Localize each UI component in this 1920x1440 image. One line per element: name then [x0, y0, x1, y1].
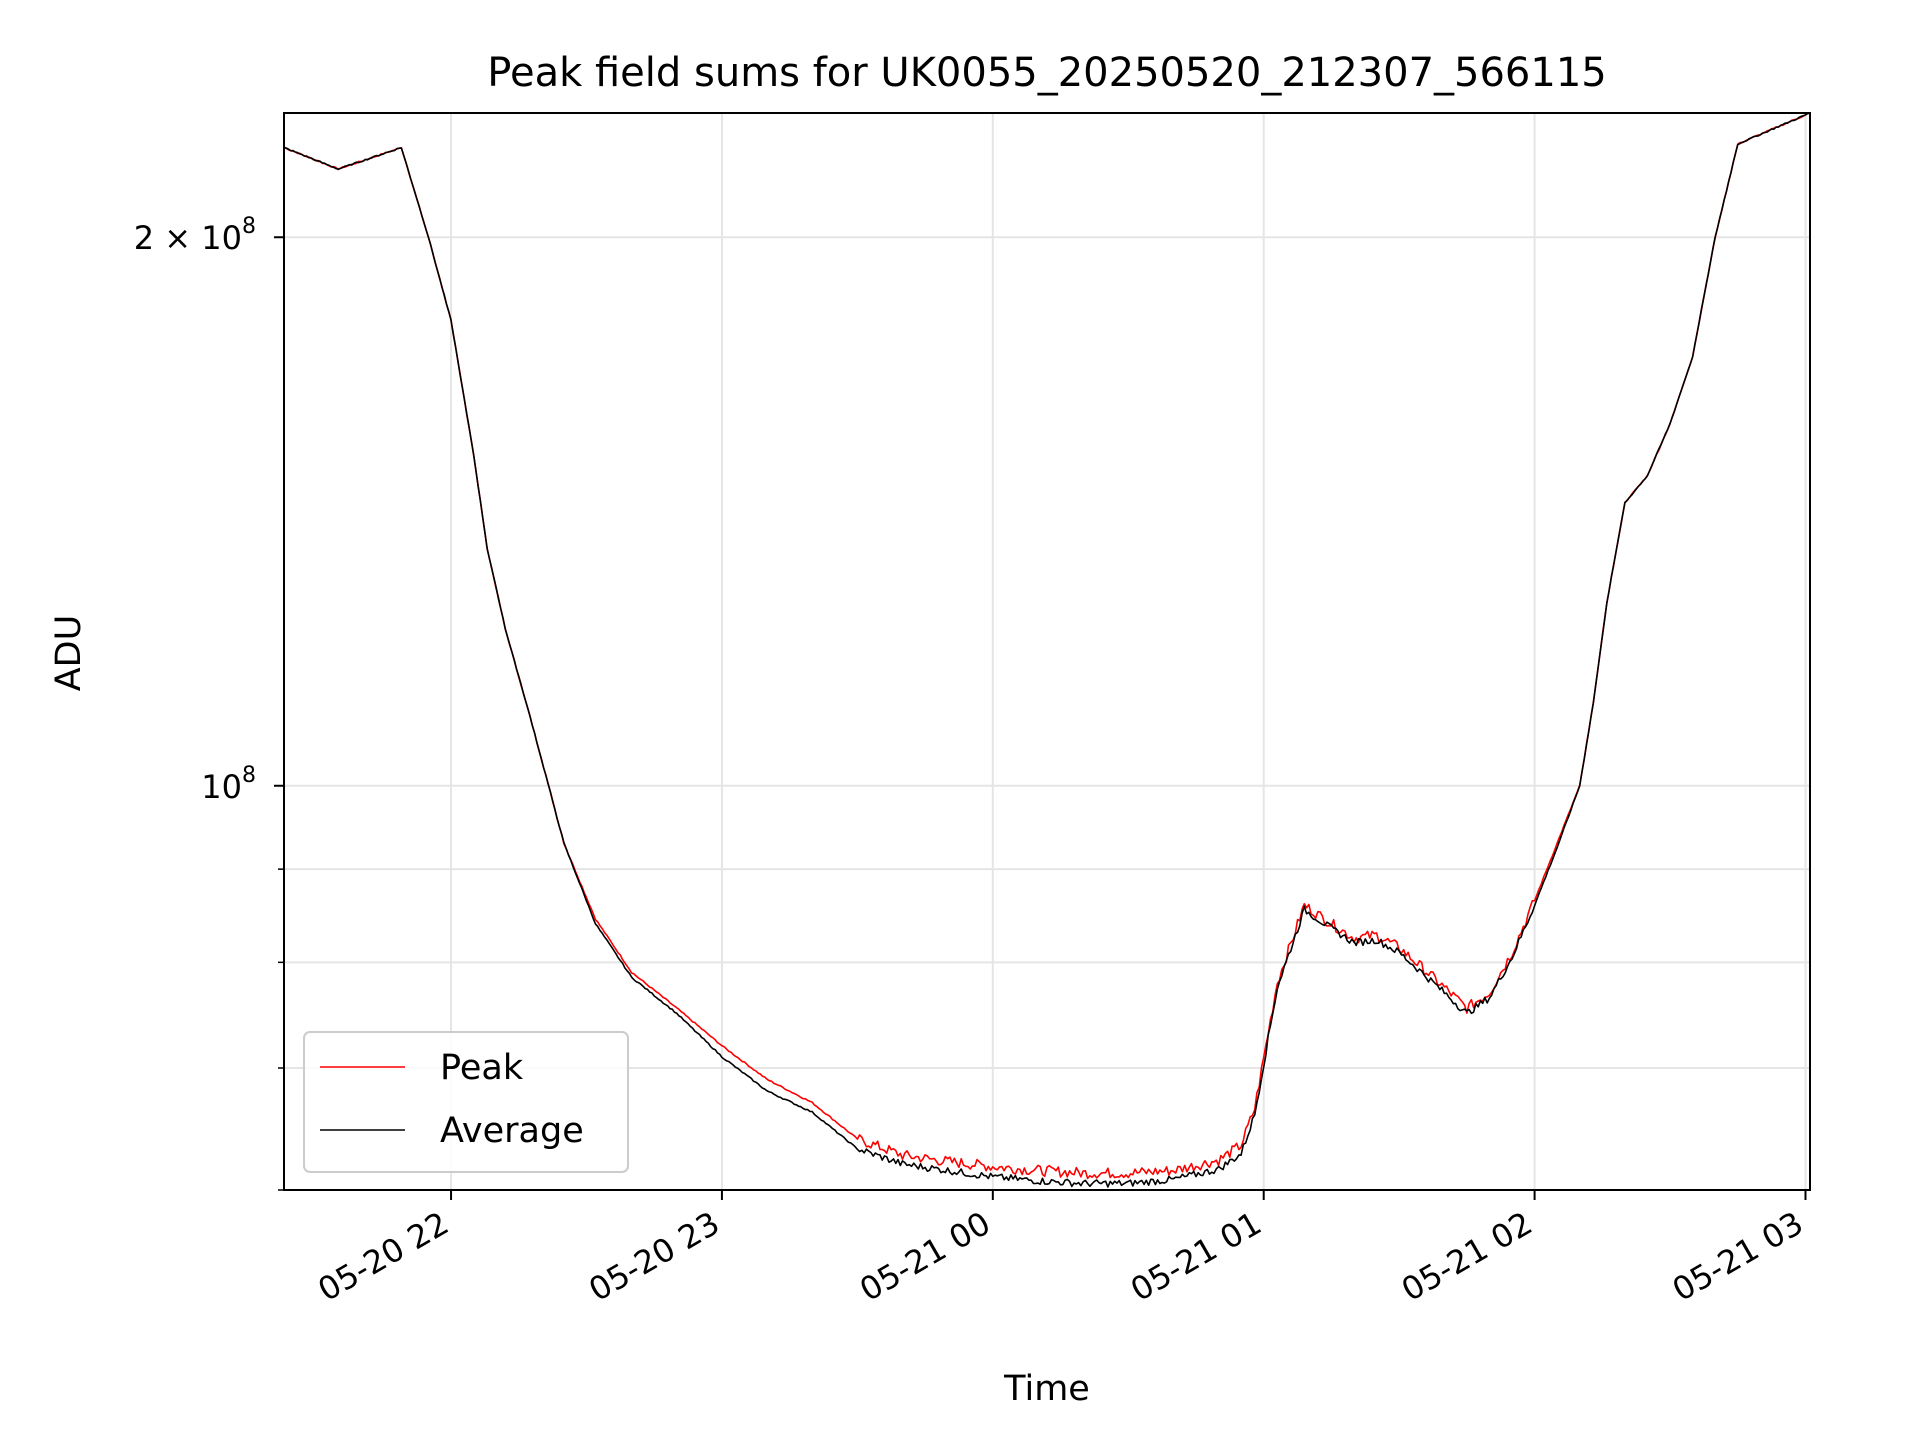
x-tick-label: 05-21 01 — [1124, 1204, 1268, 1309]
x-tick-label: 05-21 02 — [1395, 1204, 1539, 1309]
x-tick-label: 05-20 23 — [582, 1204, 726, 1309]
series-layer — [283, 112, 1811, 1188]
x-tick-label: 05-20 22 — [311, 1204, 455, 1309]
x-axis-label: Time — [1003, 1369, 1090, 1409]
y-tick-label: 108 — [201, 763, 256, 806]
x-tick-label: 05-21 00 — [853, 1204, 997, 1309]
legend-average-label: Average — [440, 1111, 584, 1151]
x-tick-label: 05-21 03 — [1666, 1204, 1810, 1309]
grid — [284, 113, 1810, 1191]
series-line-peak — [283, 112, 1811, 1180]
y-tick-label: 2 × 108 — [134, 214, 256, 257]
y-tick-base: 10 — [201, 768, 242, 806]
series-line-average — [283, 112, 1811, 1188]
plot-frame — [283, 112, 1811, 1191]
y-tick-exponent: 8 — [242, 214, 256, 239]
legend: Peak Average — [303, 1031, 629, 1173]
chart-title: Peak field sums for UK0055_20250520_2123… — [487, 50, 1606, 96]
y-axis-label: ADU — [49, 615, 89, 692]
y-tick-exponent: 8 — [242, 763, 256, 788]
legend-peak-label: Peak — [440, 1048, 524, 1088]
y-tick-base: 2 × 10 — [134, 219, 242, 257]
